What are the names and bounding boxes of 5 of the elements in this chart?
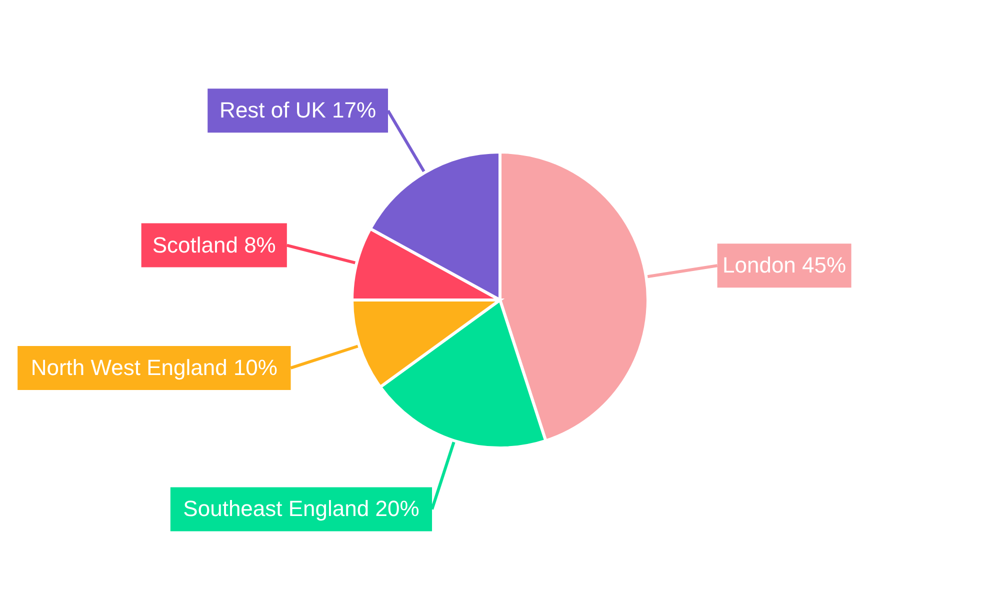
slice-label: Southeast England 20%	[183, 496, 420, 522]
slice-label: Scotland 8%	[152, 232, 276, 258]
slice-label: North West England 10%	[30, 354, 278, 380]
slice-label: London 45%	[722, 252, 846, 278]
slice-label: Rest of UK 17%	[220, 98, 376, 123]
